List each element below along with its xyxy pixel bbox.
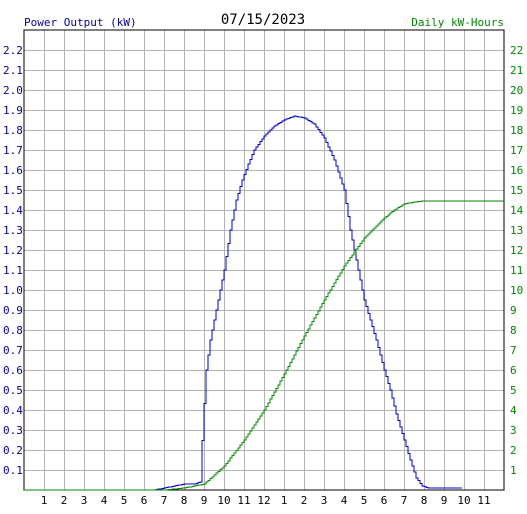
- left-tick-label: 2.1: [3, 64, 23, 77]
- x-tick-label: 8: [421, 494, 428, 507]
- x-tick-label: 12: [257, 494, 270, 507]
- x-tick-label: 8: [181, 494, 188, 507]
- left-tick-label: 1.2: [3, 244, 23, 257]
- right-tick-label: 8: [510, 324, 517, 337]
- left-axis-ticks: 0.1 0.2 0.3 0.4 0.5 0.6 0.7 0.8 0.9 1.0 1.1 1.2 1.3 1…: [3, 44, 23, 477]
- x-axis-ticks: 1 2 3 4 5 6 7 8 9 10 11 12 1 2 3 4 5 6 7 8 9 10 11: [41, 494, 491, 507]
- right-tick-label: 11: [510, 264, 523, 277]
- left-tick-label: 0.2: [3, 444, 23, 457]
- x-tick-label: 9: [441, 494, 448, 507]
- left-tick-label: 1.4: [3, 204, 23, 217]
- right-tick-label: 9: [510, 304, 517, 317]
- right-tick-label: 4: [510, 404, 517, 417]
- x-tick-label: 7: [161, 494, 168, 507]
- left-tick-label: 1.5: [3, 184, 23, 197]
- left-tick-label: 1.7: [3, 144, 23, 157]
- x-tick-label: 10: [217, 494, 230, 507]
- right-tick-label: 20: [510, 84, 523, 97]
- x-tick-label: 5: [121, 494, 128, 507]
- x-tick-label: 4: [341, 494, 348, 507]
- right-tick-label: 6: [510, 364, 517, 377]
- right-tick-label: 22: [510, 44, 523, 57]
- left-tick-label: 1.1: [3, 264, 23, 277]
- x-tick-label: 1: [41, 494, 48, 507]
- left-tick-label: 0.9: [3, 304, 23, 317]
- x-tick-label: 11: [477, 494, 490, 507]
- left-tick-label: 1.8: [3, 124, 23, 137]
- right-tick-label: 13: [510, 224, 523, 237]
- x-tick-label: 11: [237, 494, 250, 507]
- x-tick-label: 5: [361, 494, 368, 507]
- plot-frame: [23, 29, 505, 491]
- x-tick-label: 3: [81, 494, 88, 507]
- series-group: [24, 115, 504, 491]
- x-tick-label: 6: [381, 494, 388, 507]
- right-tick-label: 17: [510, 144, 523, 157]
- left-tick-label: 0.6: [3, 364, 23, 377]
- x-tick-label: 2: [301, 494, 308, 507]
- x-tick-label: 2: [61, 494, 68, 507]
- right-tick-label: 14: [510, 204, 524, 217]
- left-tick-label: 1.0: [3, 284, 23, 297]
- left-tick-label: 0.7: [3, 344, 23, 357]
- x-tick-label: 6: [141, 494, 148, 507]
- daily-kwh-series: [24, 200, 504, 491]
- x-tick-label: 9: [201, 494, 208, 507]
- left-tick-label: 0.4: [3, 404, 23, 417]
- left-tick-label: 0.5: [3, 384, 23, 397]
- right-tick-label: 1: [510, 464, 517, 477]
- right-tick-label: 21: [510, 64, 523, 77]
- left-tick-label: 0.8: [3, 324, 23, 337]
- left-tick-label: 1.9: [3, 104, 23, 117]
- right-tick-label: 2: [510, 444, 517, 457]
- right-tick-label: 5: [510, 384, 517, 397]
- right-tick-label: 19: [510, 104, 523, 117]
- left-tick-label: 2.2: [3, 44, 23, 57]
- left-tick-label: 0.1: [3, 464, 23, 477]
- right-tick-label: 15: [510, 184, 523, 197]
- left-axis-label: Power Output (kW): [24, 16, 137, 29]
- x-tick-label: 10: [457, 494, 470, 507]
- left-tick-label: 1.6: [3, 164, 23, 177]
- x-tick-label: 3: [321, 494, 328, 507]
- x-tick-label: 7: [401, 494, 408, 507]
- right-tick-label: 12: [510, 244, 523, 257]
- right-tick-label: 18: [510, 124, 523, 137]
- right-tick-label: 7: [510, 344, 517, 357]
- right-tick-label: 3: [510, 424, 517, 437]
- left-tick-label: 1.3: [3, 224, 23, 237]
- right-axis-label: Daily kW-Hours: [411, 16, 504, 29]
- right-tick-label: 16: [510, 164, 523, 177]
- left-tick-label: 0.3: [3, 424, 23, 437]
- left-tick-label: 2.0: [3, 84, 23, 97]
- right-tick-label: 10: [510, 284, 523, 297]
- x-tick-label: 1: [281, 494, 288, 507]
- grid: [24, 30, 504, 490]
- chart-title: 07/15/2023: [221, 12, 305, 28]
- x-tick-label: 4: [101, 494, 108, 507]
